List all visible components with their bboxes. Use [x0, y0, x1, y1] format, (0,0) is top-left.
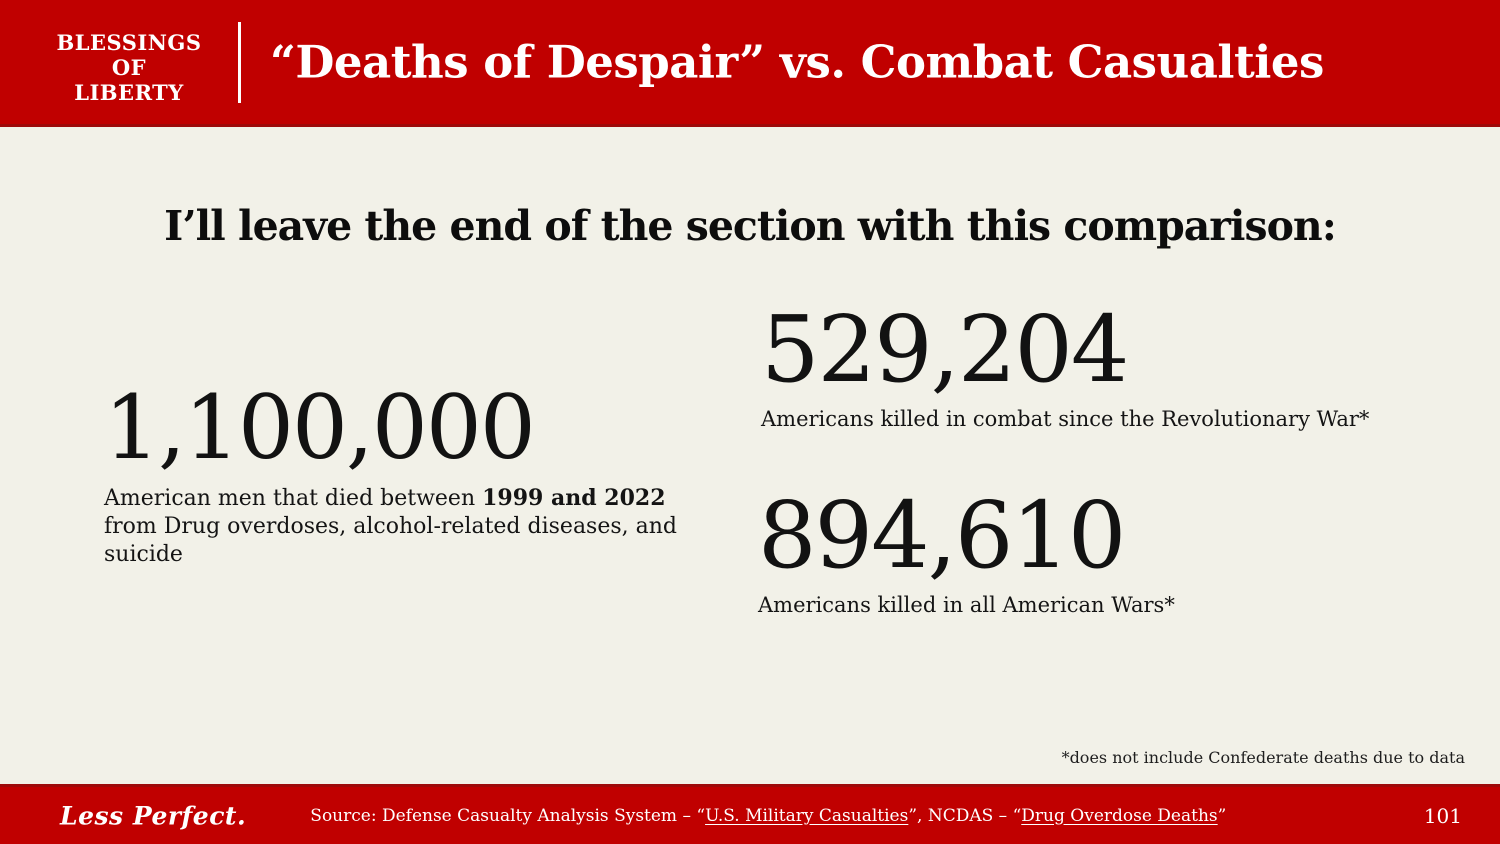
logo-line-1: BLESSINGS OF [56, 30, 202, 80]
stat-all-wars-deaths: 894,610 Americans killed in all American… [758, 490, 1438, 619]
source-link-drug-overdose[interactable]: Drug Overdose Deaths [1021, 805, 1218, 826]
stat-combat-deaths: 529,204 Americans killed in combat since… [761, 304, 1441, 433]
brand-logo: BLESSINGS OF LIBERTY [38, 30, 220, 105]
stat-value-all-wars: 894,610 [758, 482, 1126, 589]
source-line: Source: Defense Casualty Analysis System… [310, 806, 1226, 826]
stat-value-combat: 529,204 [761, 296, 1129, 403]
stat-caption-combat: Americans killed in combat since the Rev… [761, 407, 1370, 431]
caption-text-part1: American men that died between [104, 486, 483, 511]
footnote: *does not include Confederate deaths due… [1061, 748, 1465, 767]
source-prefix: Source: Defense Casualty Analysis System… [310, 805, 706, 826]
header-band: BLESSINGS OF LIBERTY “Deaths of Despair”… [0, 0, 1500, 127]
section-heading: I’ll leave the end of the section with t… [164, 202, 1337, 250]
source-mid: ”, NCDAS – “ [908, 805, 1022, 826]
footer-brand: Less Perfect. [60, 801, 247, 830]
stat-value-despair: 1,100,000 [104, 376, 536, 479]
stat-caption-despair: American men that died between 1999 and … [104, 485, 704, 569]
page-number: 101 [1423, 803, 1462, 828]
caption-bold-years: 1999 and 2022 [482, 485, 666, 511]
source-link-military-casualties[interactable]: U.S. Military Casualties [705, 805, 909, 826]
caption-text-part2: from Drug overdoses, alcohol-related dis… [104, 513, 678, 567]
stat-caption-all-wars: Americans killed in all American Wars* [758, 593, 1175, 617]
source-suffix: ” [1217, 805, 1227, 826]
header-divider [238, 22, 241, 103]
logo-line-2: LIBERTY [74, 79, 184, 105]
footer-band: Less Perfect. Source: Defense Casualty A… [0, 784, 1500, 844]
slide-title: “Deaths of Despair” vs. Combat Casualtie… [270, 35, 1324, 89]
stat-deaths-of-despair: 1,100,000 American men that died between… [104, 384, 704, 569]
